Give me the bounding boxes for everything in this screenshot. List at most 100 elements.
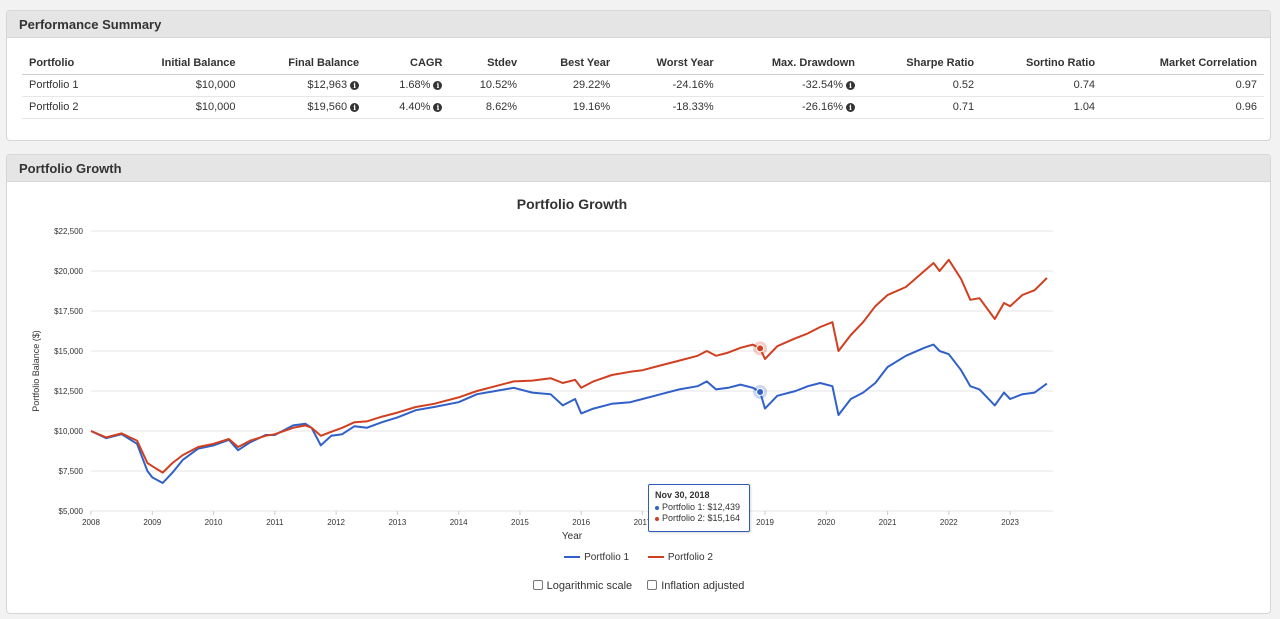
max-drawdown-value: -26.16% [802, 101, 843, 113]
inflation-adjusted-label: Inflation adjusted [661, 580, 745, 592]
x-axis-label: Year [562, 531, 583, 542]
cell-sharpe-ratio: 0.71 [862, 96, 982, 119]
col-final-balance: Final Balance [242, 52, 367, 75]
col-sortino-ratio: Sortino Ratio [981, 52, 1103, 75]
cell-portfolio: Portfolio 1 [22, 74, 115, 97]
y-tick-label: $5,000 [59, 507, 84, 516]
y-tick-label: $17,500 [54, 307, 83, 316]
col-max-drawdown: Max. Drawdown [720, 52, 862, 75]
x-tick-label: 2009 [143, 518, 161, 527]
logarithmic-scale-option[interactable]: Logarithmic scale [532, 580, 633, 592]
cell-market-correlation: 0.97 [1102, 74, 1264, 97]
tooltip-dot-portfolio-1 [655, 505, 659, 510]
table-row: Portfolio 2 $10,000 $19,560 i 4.40% i 8.62… [22, 96, 1264, 119]
cell-stdev: 8.62% [449, 96, 525, 119]
portfolio-growth-panel-title: Portfolio Growth [7, 155, 1270, 182]
x-tick-label: 2020 [817, 518, 835, 527]
tooltip-dot-portfolio-2 [655, 516, 659, 521]
cell-max-drawdown: -32.54% i [720, 74, 862, 97]
y-tick-label: $7,500 [59, 467, 84, 476]
hover-point-portfolio-2 [756, 344, 765, 353]
y-tick-label: $22,500 [54, 227, 83, 236]
x-tick-label: 2011 [266, 518, 284, 527]
performance-summary-title: Performance Summary [7, 11, 1270, 38]
cell-cagr: 1.68% i [366, 74, 450, 97]
y-tick-label: $12,500 [54, 387, 83, 396]
col-initial-balance: Initial Balance [114, 52, 243, 75]
col-sharpe-ratio: Sharpe Ratio [862, 52, 982, 75]
info-circle-icon[interactable]: i [350, 102, 360, 112]
legend-label-portfolio-1: Portfolio 1 [584, 552, 630, 563]
tooltip-line-portfolio-1: Portfolio 1: $12,439 [655, 502, 743, 513]
y-axis-label: Portfolio Balance ($) [31, 330, 41, 412]
cell-sharpe-ratio: 0.52 [862, 74, 982, 97]
tooltip-value-portfolio-1: Portfolio 1: $12,439 [662, 502, 741, 512]
x-tick-label: 2023 [1001, 518, 1019, 527]
cell-best-year: 29.22% [524, 74, 618, 97]
col-portfolio: Portfolio [22, 52, 115, 75]
cell-cagr: 4.40% i [366, 96, 450, 119]
x-tick-label: 2016 [572, 518, 590, 527]
info-circle-icon[interactable]: i [846, 80, 855, 90]
chart-tooltip: Nov 30, 2018 Portfolio 1: $12,439 Portfo… [648, 484, 750, 532]
x-tick-label: 2022 [940, 518, 958, 527]
info-circle-icon[interactable]: i [433, 102, 443, 112]
x-tick-label: 2019 [756, 518, 774, 527]
logarithmic-scale-label: Logarithmic scale [546, 580, 633, 592]
cell-portfolio: Portfolio 2 [22, 96, 115, 119]
final-balance-value: $12,963 [307, 79, 348, 91]
info-circle-icon[interactable]: i [433, 80, 443, 90]
col-market-correlation: Market Correlation [1102, 52, 1264, 75]
cell-stdev: 10.52% [449, 74, 525, 97]
final-balance-value: $19,560 [307, 101, 348, 113]
legend-swatch-portfolio-1 [564, 556, 581, 559]
col-best-year: Best Year [524, 52, 618, 75]
portfolio-growth-panel: Portfolio Growth Portfolio Growth $5,000 $… [6, 154, 1271, 614]
chart-options: Logarithmic scale Inflation adjusted [7, 580, 1270, 592]
cagr-value: 4.40% [399, 101, 431, 113]
info-circle-icon[interactable]: i [350, 80, 360, 90]
tooltip-value-portfolio-2: Portfolio 2: $15,164 [662, 513, 741, 523]
x-tick-label: 2017 [634, 518, 652, 527]
cell-market-correlation: 0.96 [1102, 96, 1264, 119]
x-tick-label: 2021 [879, 518, 897, 527]
cagr-value: 1.68% [399, 79, 431, 91]
table-header-row: Portfolio Initial Balance Final Balance … [22, 52, 1264, 75]
legend-label-portfolio-2: Portfolio 2 [667, 552, 713, 563]
portfolio-growth-chart[interactable]: Portfolio Growth $5,000 $7,500 $10,000 $12,5… [7, 183, 1271, 548]
cell-worst-year: -18.33% [617, 96, 721, 119]
legend-swatch-portfolio-2 [647, 556, 664, 559]
table-row: Portfolio 1 $10,000 $12,963 i 1.68% i 10.5… [22, 74, 1264, 97]
inflation-adjusted-checkbox[interactable] [647, 580, 658, 590]
x-tick-label: 2013 [388, 518, 406, 527]
x-tick-label: 2012 [327, 518, 345, 527]
series-line-portfolio-1 [90, 343, 1048, 484]
info-circle-icon[interactable]: i [846, 102, 855, 112]
chart-title: Portfolio Growth [517, 196, 627, 212]
col-worst-year: Worst Year [617, 52, 721, 75]
cell-best-year: 19.16% [524, 96, 618, 119]
legend-item-portfolio-2[interactable]: Portfolio 2 [647, 552, 713, 563]
y-tick-label: $10,000 [54, 427, 83, 436]
x-tick-label: 2010 [205, 518, 223, 527]
cell-final-balance: $19,560 i [242, 96, 367, 119]
cell-initial-balance: $10,000 [114, 74, 243, 97]
x-tick-label: 2014 [450, 518, 468, 527]
tooltip-date: Nov 30, 2018 [655, 490, 710, 500]
cell-sortino-ratio: 1.04 [981, 96, 1103, 119]
performance-summary-table: Portfolio Initial Balance Final Balance … [22, 52, 1264, 119]
max-drawdown-value: -32.54% [802, 79, 843, 91]
y-tick-label: $15,000 [54, 347, 83, 356]
hover-point-portfolio-1 [756, 387, 765, 396]
cell-sortino-ratio: 0.74 [981, 74, 1103, 97]
x-tick-label: 2008 [82, 518, 100, 527]
inflation-adjusted-option[interactable]: Inflation adjusted [647, 580, 744, 592]
x-tick-label: 2015 [511, 518, 529, 527]
logarithmic-scale-checkbox[interactable] [532, 580, 543, 590]
col-stdev: Stdev [449, 52, 525, 75]
legend-item-portfolio-1[interactable]: Portfolio 1 [564, 552, 629, 563]
cell-worst-year: -24.16% [617, 74, 721, 97]
cell-final-balance: $12,963 i [242, 74, 367, 97]
series-line-portfolio-2 [90, 258, 1048, 474]
cell-initial-balance: $10,000 [114, 96, 243, 119]
